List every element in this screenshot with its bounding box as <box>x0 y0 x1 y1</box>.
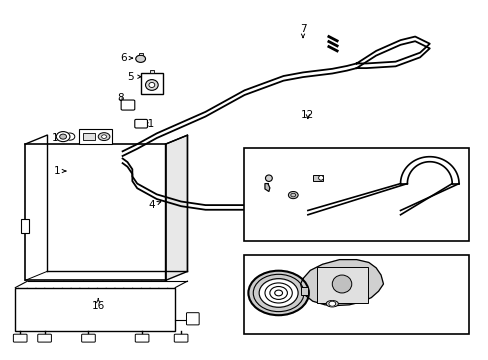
Text: 7: 7 <box>299 24 305 37</box>
Bar <box>244 148 468 241</box>
FancyBboxPatch shape <box>81 334 95 342</box>
Bar <box>244 255 468 334</box>
Bar <box>15 288 175 330</box>
Circle shape <box>328 301 335 306</box>
Text: 12: 12 <box>301 111 314 121</box>
FancyBboxPatch shape <box>135 334 149 342</box>
Bar <box>312 175 323 181</box>
Text: 5: 5 <box>127 72 141 82</box>
FancyBboxPatch shape <box>135 120 147 128</box>
Circle shape <box>60 134 66 139</box>
Bar <box>82 134 95 140</box>
Text: 6: 6 <box>120 53 132 63</box>
Text: 8: 8 <box>117 93 123 103</box>
Circle shape <box>65 133 75 140</box>
Text: 2: 2 <box>263 325 269 335</box>
Polygon shape <box>300 260 383 306</box>
Bar <box>25 144 165 280</box>
Ellipse shape <box>318 176 323 180</box>
Ellipse shape <box>102 135 106 138</box>
Text: 3: 3 <box>264 293 271 303</box>
Ellipse shape <box>98 133 110 140</box>
Ellipse shape <box>325 301 338 307</box>
Ellipse shape <box>265 175 272 181</box>
FancyBboxPatch shape <box>186 313 199 325</box>
Text: 4: 4 <box>148 200 161 210</box>
Circle shape <box>56 132 70 141</box>
Ellipse shape <box>331 275 351 293</box>
Bar <box>139 53 142 55</box>
Text: 10: 10 <box>52 133 65 143</box>
Circle shape <box>288 192 298 199</box>
Polygon shape <box>165 135 187 280</box>
Text: 15: 15 <box>300 177 316 188</box>
Text: 14: 14 <box>273 193 286 203</box>
Ellipse shape <box>145 80 158 90</box>
Bar <box>300 287 307 296</box>
Bar <box>79 129 112 144</box>
Text: 16: 16 <box>91 298 104 311</box>
Text: 11: 11 <box>142 120 155 129</box>
Bar <box>141 73 162 94</box>
Text: 13: 13 <box>254 177 267 188</box>
Circle shape <box>136 55 145 62</box>
Text: 1: 1 <box>53 166 66 176</box>
Ellipse shape <box>149 82 155 87</box>
Bar <box>316 267 367 303</box>
FancyBboxPatch shape <box>38 334 51 342</box>
Polygon shape <box>264 184 269 192</box>
FancyBboxPatch shape <box>174 334 187 342</box>
Text: 9: 9 <box>91 133 98 143</box>
Bar <box>150 70 154 73</box>
Bar <box>21 219 29 233</box>
FancyBboxPatch shape <box>13 334 27 342</box>
FancyBboxPatch shape <box>121 100 135 110</box>
Bar <box>25 144 165 280</box>
